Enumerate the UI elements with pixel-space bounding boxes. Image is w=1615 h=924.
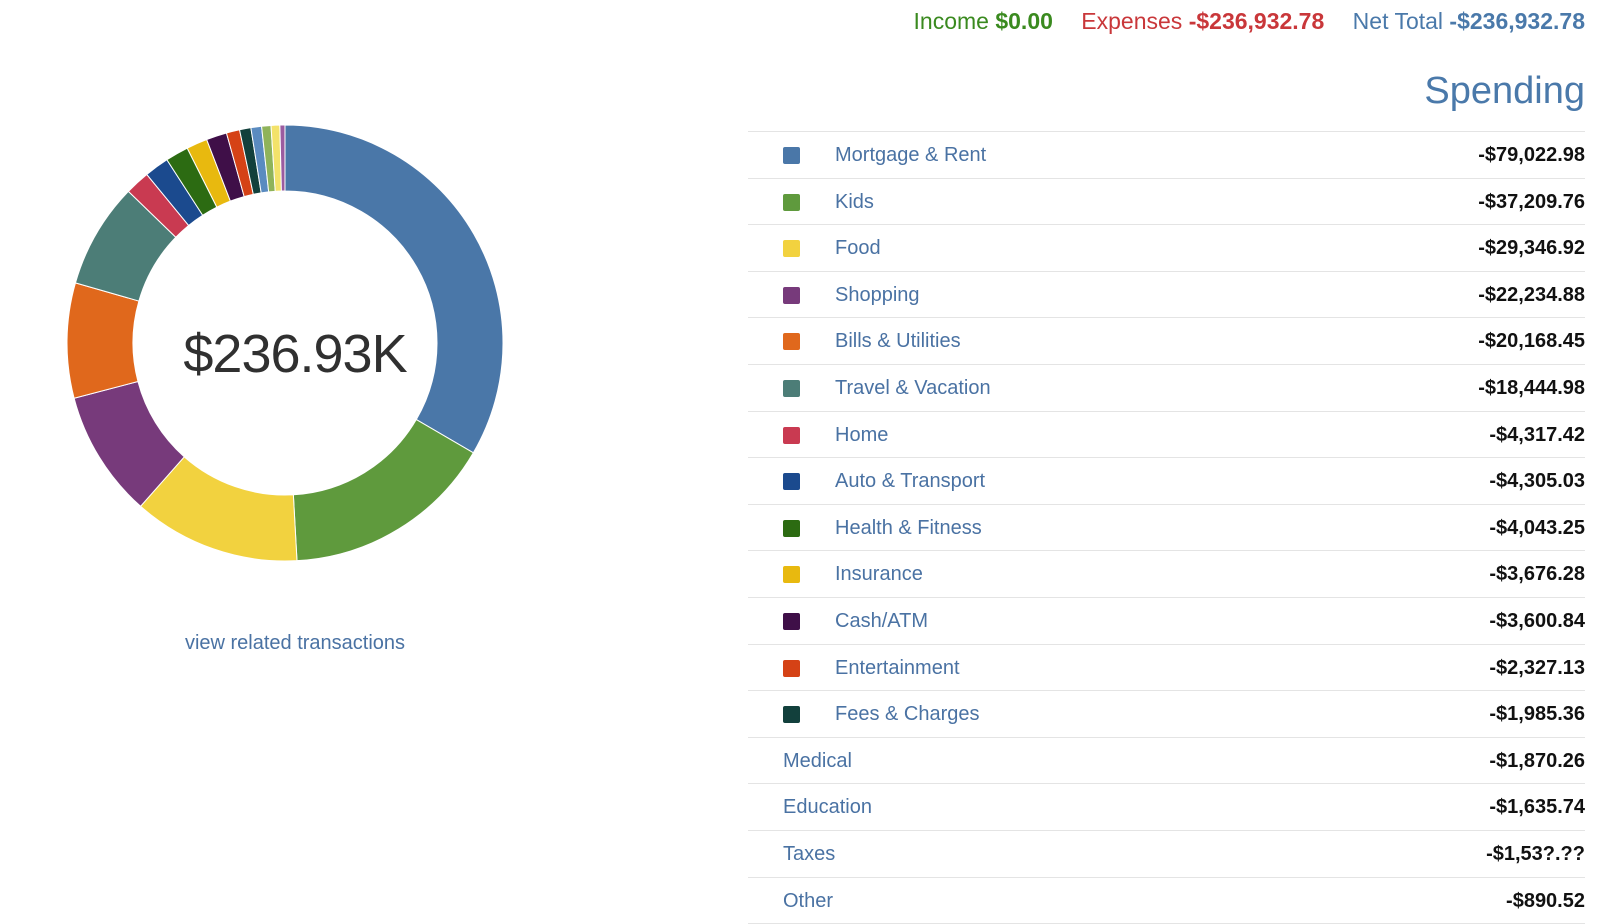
- category-amount: -$79,022.98: [1478, 144, 1585, 166]
- expenses-summary: Expenses -$236,932.78: [1081, 8, 1330, 34]
- category-name[interactable]: Education: [783, 796, 872, 819]
- net-total-summary: Net Total -$236,932.78: [1353, 8, 1585, 34]
- category-name[interactable]: Travel & Vacation: [835, 376, 991, 399]
- net-total-label: Net Total: [1352, 8, 1444, 34]
- category-name[interactable]: Entertainment: [835, 656, 960, 679]
- category-name[interactable]: Mortgage & Rent: [835, 144, 987, 166]
- income-value: $0.00: [995, 8, 1053, 34]
- category-amount: -$1,985.36: [1489, 703, 1585, 726]
- category-name[interactable]: Home: [835, 423, 889, 446]
- category-swatch: [783, 612, 800, 630]
- category-row-bills-and-utilities[interactable]: Bills & Utilities -$20,168.45: [748, 318, 1585, 365]
- category-row-mortgage-and-rent[interactable]: Mortgage & Rent -$79,022.98: [748, 132, 1585, 179]
- expenses-value: -$236,932.78: [1188, 8, 1325, 34]
- category-name[interactable]: Health & Fitness: [835, 516, 982, 539]
- category-amount: -$1,635.74: [1489, 796, 1585, 819]
- category-amount: -$4,043.25: [1489, 516, 1585, 539]
- category-swatch: [783, 379, 800, 397]
- category-swatch: [783, 286, 800, 304]
- category-amount: -$20,168.45: [1478, 330, 1585, 353]
- category-row-travel-and-vacation[interactable]: Travel & Vacation -$18,444.98: [748, 365, 1585, 412]
- donut-slice-other[interactable]: [279, 124, 286, 192]
- summary-bar: Income $0.00 Expenses -$236,932.78 Net T…: [892, 8, 1585, 35]
- category-amount: -$2,327.13: [1489, 656, 1585, 679]
- category-row-other[interactable]: Other -$890.52: [748, 878, 1585, 924]
- spending-category-list: Mortgage & Rent -$79,022.98 Kids -$37,209.7…: [748, 131, 1585, 924]
- category-swatch: [783, 240, 800, 258]
- category-amount: -$29,346.92: [1478, 237, 1585, 260]
- category-row-insurance[interactable]: Insurance -$3,676.28: [748, 551, 1585, 598]
- category-row-food[interactable]: Food -$29,346.92: [748, 225, 1585, 272]
- spending-donut-chart[interactable]: [50, 108, 520, 578]
- category-swatch: [783, 333, 800, 351]
- category-name[interactable]: Cash/ATM: [835, 609, 928, 632]
- net-total-value: -$236,932.78: [1449, 8, 1585, 34]
- donut-center-total: $236.93K: [183, 324, 407, 384]
- spending-title: Spending: [1424, 70, 1585, 112]
- category-name[interactable]: Kids: [835, 190, 874, 213]
- category-name[interactable]: Shopping: [835, 283, 920, 306]
- category-amount: -$890.52: [1506, 889, 1585, 912]
- category-swatch: [783, 426, 800, 444]
- category-swatch: [783, 193, 800, 211]
- category-row-fees-and-charges[interactable]: Fees & Charges -$1,985.36: [748, 691, 1585, 738]
- category-row-entertainment[interactable]: Entertainment -$2,327.13: [748, 645, 1585, 692]
- category-swatch: [783, 519, 800, 537]
- category-amount: -$18,444.98: [1478, 376, 1585, 399]
- category-row-medical[interactable]: Medical -$1,870.26: [748, 738, 1585, 785]
- category-amount: -$22,234.88: [1478, 283, 1585, 306]
- category-amount: -$4,317.42: [1489, 423, 1585, 446]
- category-name[interactable]: Auto & Transport: [835, 470, 986, 493]
- category-row-shopping[interactable]: Shopping -$22,234.88: [748, 272, 1585, 319]
- income-label: Income: [913, 8, 989, 34]
- category-swatch: [783, 566, 800, 584]
- category-swatch: [783, 659, 800, 677]
- category-amount: -$37,209.76: [1478, 190, 1585, 213]
- category-row-kids[interactable]: Kids -$37,209.76: [748, 179, 1585, 226]
- category-name[interactable]: Food: [835, 237, 881, 260]
- category-amount: -$3,600.84: [1489, 609, 1585, 632]
- category-row-taxes[interactable]: Taxes -$1,53?.??: [748, 831, 1585, 878]
- category-name[interactable]: Other: [783, 889, 834, 912]
- category-name[interactable]: Fees & Charges: [835, 703, 980, 726]
- category-swatch: [783, 147, 800, 164]
- category-name[interactable]: Taxes: [783, 842, 836, 865]
- category-amount: -$3,676.28: [1489, 563, 1585, 586]
- income-summary: Income $0.00: [914, 8, 1060, 34]
- view-related-transactions-link[interactable]: view related transactions: [184, 632, 406, 654]
- category-amount: -$1,870.26: [1489, 749, 1585, 772]
- category-row-health-and-fitness[interactable]: Health & Fitness -$4,043.25: [748, 505, 1585, 552]
- category-name[interactable]: Bills & Utilities: [835, 330, 961, 353]
- category-swatch: [783, 473, 800, 491]
- donut-slice-mortgage-and-rent[interactable]: [284, 124, 504, 454]
- category-swatch: [783, 706, 800, 724]
- category-amount: -$1,53?.??: [1486, 842, 1585, 865]
- donut-slice-kids[interactable]: [292, 418, 475, 562]
- category-name[interactable]: Insurance: [835, 563, 923, 586]
- expenses-label: Expenses: [1081, 8, 1183, 34]
- category-row-education[interactable]: Education -$1,635.74: [748, 784, 1585, 831]
- category-row-home[interactable]: Home -$4,317.42: [748, 412, 1585, 459]
- category-row-cash-atm[interactable]: Cash/ATM -$3,600.84: [748, 598, 1585, 645]
- category-amount: -$4,305.03: [1489, 470, 1585, 493]
- category-row-auto-and-transport[interactable]: Auto & Transport -$4,305.03: [748, 458, 1585, 505]
- category-name[interactable]: Medical: [783, 749, 852, 772]
